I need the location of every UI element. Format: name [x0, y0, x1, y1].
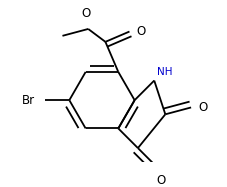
Text: O: O [156, 174, 165, 187]
Text: NH: NH [156, 67, 172, 77]
Text: O: O [197, 101, 206, 114]
Text: Br: Br [22, 94, 35, 107]
Text: O: O [81, 7, 90, 20]
Text: O: O [136, 25, 145, 38]
